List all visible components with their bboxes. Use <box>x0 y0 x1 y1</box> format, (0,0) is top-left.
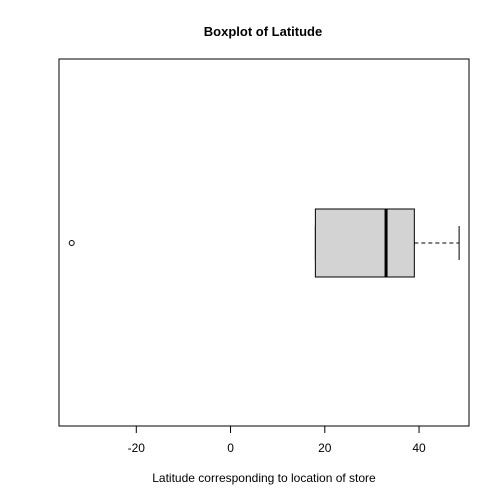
x-tick-label-2: 20 <box>318 441 332 455</box>
x-tick-label-1: 0 <box>227 441 234 455</box>
iqr-box <box>314 208 415 278</box>
x-tick-label-0: -20 <box>128 441 146 455</box>
x-tick-label-3: 40 <box>412 441 426 455</box>
x-axis-label: Latitude corresponding to location of st… <box>152 471 376 485</box>
chart-title: Boxplot of Latitude <box>204 24 322 39</box>
x-axis: -20 0 20 40 <box>128 426 426 455</box>
outlier-point-0 <box>68 240 75 246</box>
plot-frame <box>58 58 470 427</box>
box-group <box>68 208 460 278</box>
